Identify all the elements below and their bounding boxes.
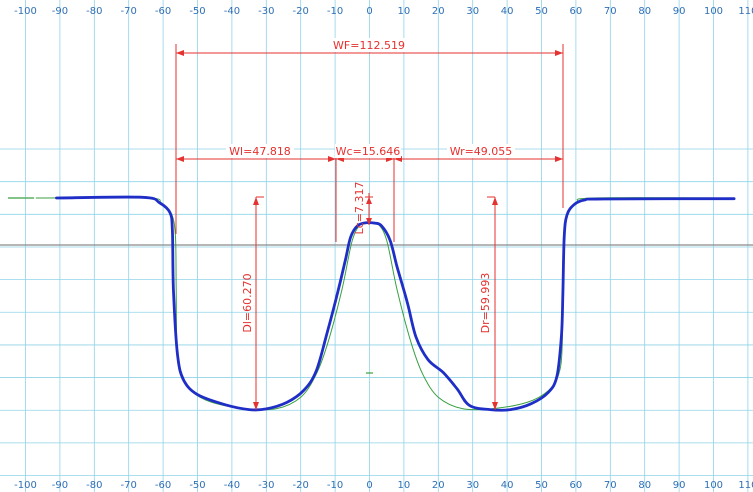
- wl-label: Wl=47.818: [229, 145, 291, 158]
- bottom-tick-label: -60: [155, 480, 171, 491]
- bottom-tick-label: 90: [673, 480, 686, 491]
- wc-label: Wc=15.646: [336, 145, 401, 158]
- top-tick-label: -80: [86, 6, 102, 17]
- top-tick-label: 40: [501, 6, 514, 17]
- bottom-tick-label: -20: [293, 480, 309, 491]
- top-tick-label: 80: [638, 6, 651, 17]
- dr-arrow-top: [492, 197, 498, 205]
- lc-arrow-bottom: [366, 218, 372, 225]
- dimension-lines: [175, 44, 564, 410]
- wr-label-bg: [447, 144, 515, 158]
- bottom-tick-label: -30: [258, 480, 274, 491]
- top-tick-label: 100: [704, 6, 723, 17]
- bottom-tick-label: 80: [638, 480, 651, 491]
- bottom-tick-label: -10: [327, 480, 343, 491]
- bottom-tick-label: 110: [738, 480, 753, 491]
- top-tick-label: 50: [535, 6, 548, 17]
- top-tick-label: 110: [738, 6, 753, 17]
- wf-label-bg: [330, 38, 408, 52]
- bottom-tick-label: -70: [121, 480, 137, 491]
- bottom-tick-label: -100: [14, 480, 37, 491]
- top-tick-label: -70: [121, 6, 137, 17]
- top-tick-label: 10: [398, 6, 411, 17]
- top-tick-label: -30: [258, 6, 274, 17]
- bottom-tick-label: 70: [604, 480, 617, 491]
- bottom-tick-label: -80: [86, 480, 102, 491]
- lc-label: Lc=7.317: [353, 182, 366, 235]
- wl-arrow-right: [328, 156, 336, 162]
- bottom-tick-label: -90: [52, 480, 68, 491]
- measured-profile-curve: [55, 195, 736, 412]
- top-tick-label: -20: [293, 6, 309, 17]
- top-tick-label: 0: [366, 6, 372, 17]
- wl-arrow-left: [176, 156, 184, 162]
- wf-label: WF=112.519: [333, 39, 405, 52]
- lc-arrow-top: [366, 197, 372, 204]
- top-tick-label: -50: [189, 6, 205, 17]
- wc-label-bg: [335, 144, 401, 158]
- wl-label-bg: [226, 144, 294, 158]
- top-tick-label: 30: [466, 6, 479, 17]
- bottom-tick-label: 20: [432, 480, 445, 491]
- wr-label: Wr=49.055: [450, 145, 513, 158]
- dl-arrow-top: [253, 197, 259, 205]
- dr-arrow-bottom: [492, 402, 498, 410]
- top-tick-label: 60: [570, 6, 583, 17]
- top-tick-label: -10: [327, 6, 343, 17]
- bottom-tick-label: 40: [501, 480, 514, 491]
- top-tick-label: 20: [432, 6, 445, 17]
- dl-label: Dl=60.270: [241, 273, 254, 332]
- top-tick-label: 70: [604, 6, 617, 17]
- bottom-tick-label: 0: [366, 480, 372, 491]
- bottom-tick-label: -50: [189, 480, 205, 491]
- bottom-tick-label: 10: [398, 480, 411, 491]
- top-tick-label: 90: [673, 6, 686, 17]
- bottom-tick-label: 30: [466, 480, 479, 491]
- wf-arrow-right: [555, 50, 563, 56]
- dl-arrow-bottom: [253, 402, 259, 410]
- bottom-tick-label: 100: [704, 480, 723, 491]
- bottom-tick-label: 60: [570, 480, 583, 491]
- axis-ticks: -100-100-90-90-80-80-70-70-60-60-50-50-4…: [14, 6, 753, 491]
- top-tick-label: -40: [224, 6, 240, 17]
- top-tick-label: -100: [14, 6, 37, 17]
- top-tick-label: -90: [52, 6, 68, 17]
- bottom-tick-label: -40: [224, 480, 240, 491]
- top-tick-label: -60: [155, 6, 171, 17]
- bottom-tick-label: 50: [535, 480, 548, 491]
- wf-arrow-left: [176, 50, 184, 56]
- wr-arrow-right: [555, 156, 563, 162]
- dr-label: Dr=59.993: [479, 273, 492, 334]
